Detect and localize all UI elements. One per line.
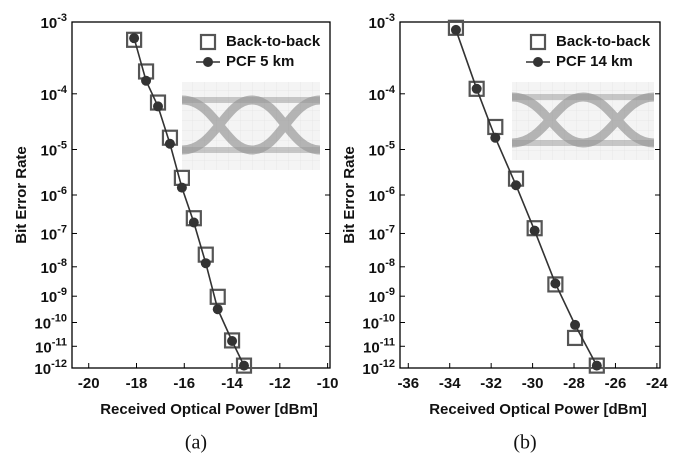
x-tick-label: -16: [173, 375, 195, 392]
circle-marker: [129, 33, 139, 43]
y-tick-label: 10-4: [369, 84, 396, 104]
x-tick-label: -10: [317, 375, 339, 392]
circle-marker: [227, 336, 237, 346]
y-tick-label: 10-12: [34, 358, 67, 378]
circle-marker: [153, 101, 163, 111]
y-tick-label: 10-6: [369, 185, 395, 205]
y-tick-label: 10-4: [41, 84, 68, 104]
x-tick-label: -18: [126, 375, 148, 392]
x-tick-label: -34: [439, 375, 461, 392]
figure: 10-1210-1110-1010-910-810-710-610-510-41…: [0, 0, 688, 463]
circle-marker: [165, 139, 175, 149]
y-tick-label: 10-10: [34, 312, 67, 332]
y-tick-label: 10-7: [41, 223, 67, 243]
x-axis-title: Received Optical Power [dBm]: [429, 401, 647, 418]
circle-marker: [177, 183, 187, 193]
y-axis-title: Bit Error Rate: [341, 146, 358, 244]
y-tick-label: 10-5: [41, 139, 67, 159]
circle-marker: [472, 84, 482, 94]
y-tick-label: 10-5: [369, 139, 395, 159]
x-tick-label: -32: [480, 375, 502, 392]
x-tick-label: -28: [563, 375, 585, 392]
legend-label: PCF 5 km: [226, 53, 294, 70]
y-tick-label: 10-3: [41, 12, 67, 32]
legend-label: PCF 14 km: [556, 53, 633, 70]
legend-marker: [203, 57, 213, 67]
eye-diagram-b: [512, 82, 654, 160]
legend-marker: [533, 57, 543, 67]
circle-marker: [201, 258, 211, 268]
legend-label: Back-to-back: [226, 33, 321, 50]
legend-marker: [201, 35, 215, 49]
x-tick-label: -26: [605, 375, 627, 392]
y-axis-title: Bit Error Rate: [13, 146, 30, 244]
caption: (b): [513, 432, 536, 454]
y-tick-label: 10-11: [35, 336, 67, 356]
y-tick-label: 10-7: [369, 223, 395, 243]
circle-marker: [490, 133, 500, 143]
y-tick-label: 10-11: [363, 336, 395, 356]
circle-marker: [511, 180, 521, 190]
y-tick-label: 10-8: [369, 257, 395, 277]
circle-marker: [451, 25, 461, 35]
x-tick-label: -36: [397, 375, 419, 392]
x-tick-label: -14: [221, 375, 243, 392]
y-tick-label: 10-9: [41, 286, 67, 306]
x-tick-label: -20: [78, 375, 100, 392]
circle-marker: [550, 278, 560, 288]
x-tick-label: -30: [522, 375, 544, 392]
circle-marker: [141, 76, 151, 86]
plot-frame: [400, 22, 660, 368]
y-tick-label: 10-8: [41, 257, 67, 277]
x-axis-title: Received Optical Power [dBm]: [100, 401, 318, 418]
plot-frame: [72, 22, 330, 368]
circle-marker: [592, 361, 602, 371]
circle-marker: [213, 304, 223, 314]
y-tick-label: 10-10: [362, 312, 395, 332]
y-tick-label: 10-3: [369, 12, 395, 32]
caption: (a): [185, 432, 207, 454]
legend-label: Back-to-back: [556, 33, 651, 50]
x-tick-label: -24: [646, 375, 668, 392]
y-tick-label: 10-6: [41, 185, 67, 205]
circle-marker: [570, 320, 580, 330]
circle-marker: [239, 361, 249, 371]
eye-diagram-a: [182, 82, 320, 170]
circle-marker: [189, 218, 199, 228]
series-line: [456, 30, 597, 366]
y-tick-label: 10-12: [362, 358, 395, 378]
circle-marker: [530, 226, 540, 236]
x-tick-label: -12: [269, 375, 291, 392]
y-tick-label: 10-9: [369, 286, 395, 306]
legend-marker: [531, 35, 545, 49]
